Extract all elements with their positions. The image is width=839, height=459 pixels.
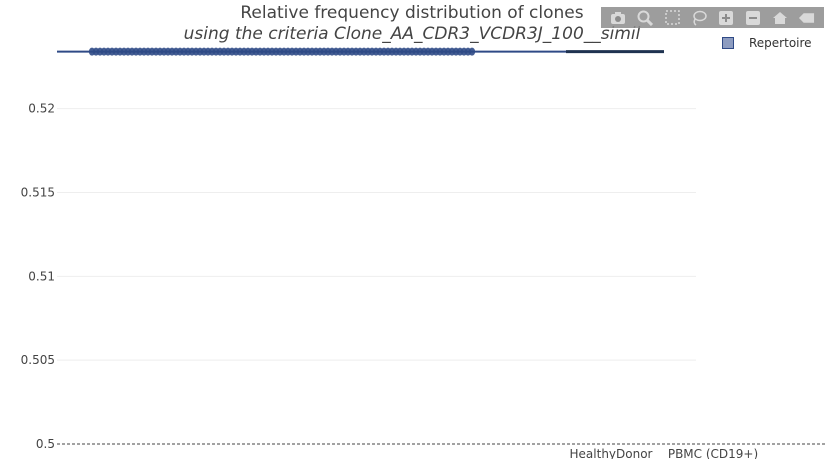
box-select-icon[interactable]	[664, 9, 681, 26]
y-gridlines	[57, 108, 696, 361]
zoom-icon[interactable]	[637, 9, 654, 26]
modebar-toolbar	[601, 7, 824, 28]
legend-swatch-repertoire	[722, 37, 734, 49]
x-tick-labels: HealthyDonor PBMC (CD19+)	[570, 447, 759, 459]
y-tick-label: 0.52	[28, 102, 55, 116]
chart-subtitle: using the criteria Clone_AA_CDR3_VCDR3J_…	[183, 24, 641, 44]
y-tick-labels: 0.5 0.505 0.51 0.515 0.52	[21, 102, 55, 451]
camera-icon[interactable]	[610, 9, 627, 26]
y-tick-label: 0.51	[28, 269, 55, 283]
lasso-icon[interactable]	[691, 9, 708, 26]
home-icon[interactable]	[771, 9, 788, 26]
x-tick-label: HealthyDonor	[570, 447, 653, 459]
hover-icon[interactable]	[798, 9, 815, 26]
x-tick-label: PBMC (CD19+)	[668, 447, 758, 459]
legend[interactable]: Repertoire	[722, 36, 812, 50]
y-tick-label: 0.5	[36, 437, 55, 451]
y-tick-label: 0.515	[21, 186, 55, 200]
zoom-out-icon[interactable]	[744, 9, 761, 26]
y-tick-label: 0.505	[21, 353, 55, 367]
series-repertoire	[57, 47, 664, 56]
chart-title: Relative frequency distribution of clone…	[240, 3, 584, 23]
zoom-in-icon[interactable]	[717, 9, 734, 26]
legend-label-repertoire: Repertoire	[749, 36, 812, 50]
data-point[interactable]	[468, 47, 476, 56]
